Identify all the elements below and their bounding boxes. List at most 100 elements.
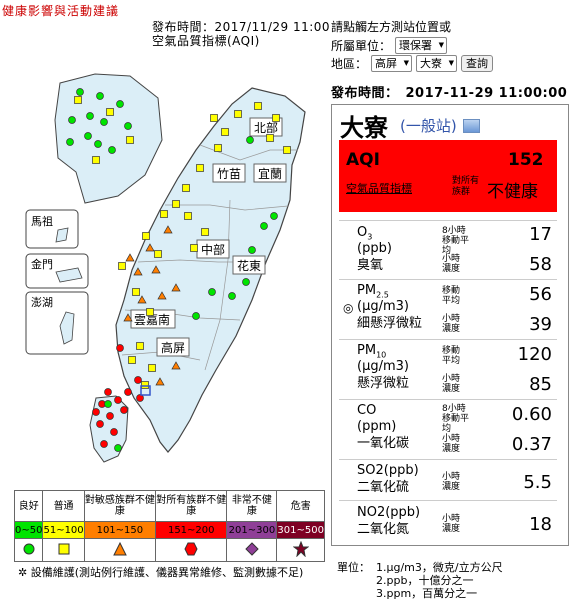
- region-central[interactable]: 中部: [201, 242, 225, 257]
- station-marker[interactable]: [192, 312, 200, 320]
- station-marker[interactable]: [248, 246, 256, 254]
- chart-icon[interactable]: [463, 119, 480, 133]
- unit-select[interactable]: 環保署: [395, 37, 448, 54]
- station-marker[interactable]: [96, 420, 104, 428]
- station-marker[interactable]: [126, 136, 134, 144]
- station-marker[interactable]: [171, 361, 181, 370]
- station-marker[interactable]: [74, 96, 82, 104]
- region-yilan[interactable]: 宜蘭: [258, 166, 282, 181]
- station-marker[interactable]: [76, 88, 84, 96]
- region-zhumiao[interactable]: 竹苗: [217, 167, 241, 181]
- station-marker[interactable]: [132, 288, 140, 296]
- aqi-definition-link[interactable]: 空氣品質指標: [346, 182, 412, 195]
- station-marker[interactable]: [136, 394, 144, 402]
- station-marker[interactable]: [142, 232, 150, 240]
- divider: [339, 399, 557, 400]
- station-marker[interactable]: [283, 146, 291, 154]
- station-marker[interactable]: [92, 408, 100, 416]
- station-marker[interactable]: [210, 114, 218, 122]
- station-marker[interactable]: [133, 267, 143, 276]
- station-marker[interactable]: [190, 244, 198, 252]
- station-marker[interactable]: [196, 164, 204, 172]
- station-marker[interactable]: [114, 396, 122, 404]
- station-marker[interactable]: [214, 144, 222, 152]
- station-marker[interactable]: [92, 156, 100, 164]
- station-marker[interactable]: [221, 128, 229, 136]
- station-marker[interactable]: [94, 140, 102, 148]
- region-north[interactable]: 北部: [254, 120, 278, 135]
- station-marker[interactable]: [272, 114, 280, 122]
- station-marker[interactable]: [145, 243, 155, 252]
- station-marker[interactable]: [106, 412, 114, 420]
- station-marker[interactable]: [155, 377, 165, 386]
- selected-station-marker[interactable]: [140, 385, 151, 396]
- co-avg2: 小時濃度: [442, 434, 461, 454]
- station-marker[interactable]: [242, 278, 250, 286]
- station-marker[interactable]: [68, 116, 76, 124]
- taiwan-aqi-map[interactable]: 馬祖 金門 澎湖 北部 竹苗 宜蘭 中部 花東 雲嘉南 高屏: [0, 48, 326, 488]
- health-advice-link[interactable]: 健康影響與活動建議: [2, 4, 120, 18]
- station-marker[interactable]: [66, 138, 74, 146]
- station-marker[interactable]: [228, 292, 236, 300]
- station-marker[interactable]: [148, 364, 156, 372]
- station-marker[interactable]: [116, 344, 124, 352]
- station-marker[interactable]: [201, 228, 209, 236]
- station-markers[interactable]: [66, 88, 291, 452]
- station-marker[interactable]: [86, 112, 94, 120]
- station-marker[interactable]: [154, 250, 162, 258]
- station-marker[interactable]: [157, 291, 167, 300]
- station-marker[interactable]: [118, 262, 126, 270]
- station-marker[interactable]: [84, 132, 92, 140]
- divider: [339, 339, 557, 340]
- legend-header: 對敏感族群不健康: [83, 490, 157, 522]
- station-marker[interactable]: [124, 388, 132, 396]
- station-marker[interactable]: [108, 146, 116, 154]
- no2-zh: 二氧化氮: [357, 522, 410, 537]
- station-marker[interactable]: [114, 444, 122, 452]
- station-marker[interactable]: [184, 212, 192, 220]
- station-marker[interactable]: [151, 265, 161, 274]
- station-marker[interactable]: [110, 428, 118, 436]
- station-marker[interactable]: [163, 225, 173, 234]
- station-type-link[interactable]: (一般站): [400, 117, 457, 135]
- station-marker[interactable]: [100, 440, 108, 448]
- station-marker[interactable]: [100, 118, 108, 126]
- station-marker[interactable]: [260, 222, 268, 230]
- kinmen-inset[interactable]: 金門: [25, 253, 89, 289]
- station-marker[interactable]: [125, 253, 135, 262]
- station-marker[interactable]: [146, 308, 154, 316]
- pm25-radio-icon[interactable]: ◎: [343, 301, 354, 315]
- query-button[interactable]: 查詢: [461, 55, 494, 72]
- station-marker[interactable]: [234, 110, 242, 118]
- station-select[interactable]: 大寮: [416, 55, 458, 72]
- station-marker[interactable]: [160, 210, 168, 218]
- station-marker[interactable]: [136, 342, 144, 350]
- station-marker[interactable]: [116, 100, 124, 108]
- area-select[interactable]: 高屏: [371, 55, 413, 72]
- station-marker[interactable]: [104, 388, 112, 396]
- region-gaoping[interactable]: 高屏: [161, 340, 185, 355]
- station-marker[interactable]: [106, 108, 114, 116]
- matsu-inset[interactable]: 馬祖: [25, 209, 79, 249]
- station-marker[interactable]: [96, 92, 104, 100]
- station-marker[interactable]: [254, 102, 262, 110]
- station-marker[interactable]: [137, 295, 147, 304]
- region-yunjianan[interactable]: 雲嘉南: [134, 312, 170, 327]
- station-marker[interactable]: [124, 122, 132, 130]
- station-marker[interactable]: [182, 184, 190, 192]
- penghu-inset[interactable]: 澎湖: [25, 291, 89, 355]
- station-marker[interactable]: [128, 356, 136, 364]
- station-marker[interactable]: [141, 381, 149, 389]
- station-marker[interactable]: [123, 313, 133, 322]
- kinmen-matsu-area: [54, 73, 163, 204]
- station-marker[interactable]: [172, 200, 180, 208]
- station-marker[interactable]: [134, 376, 142, 384]
- station-marker[interactable]: [246, 136, 254, 144]
- station-marker[interactable]: [104, 400, 112, 408]
- region-huadong[interactable]: 花東: [237, 258, 261, 273]
- station-marker[interactable]: [266, 134, 274, 142]
- station-marker[interactable]: [208, 288, 216, 296]
- station-marker[interactable]: [171, 283, 181, 292]
- station-marker[interactable]: [270, 212, 278, 220]
- station-marker[interactable]: [120, 406, 128, 414]
